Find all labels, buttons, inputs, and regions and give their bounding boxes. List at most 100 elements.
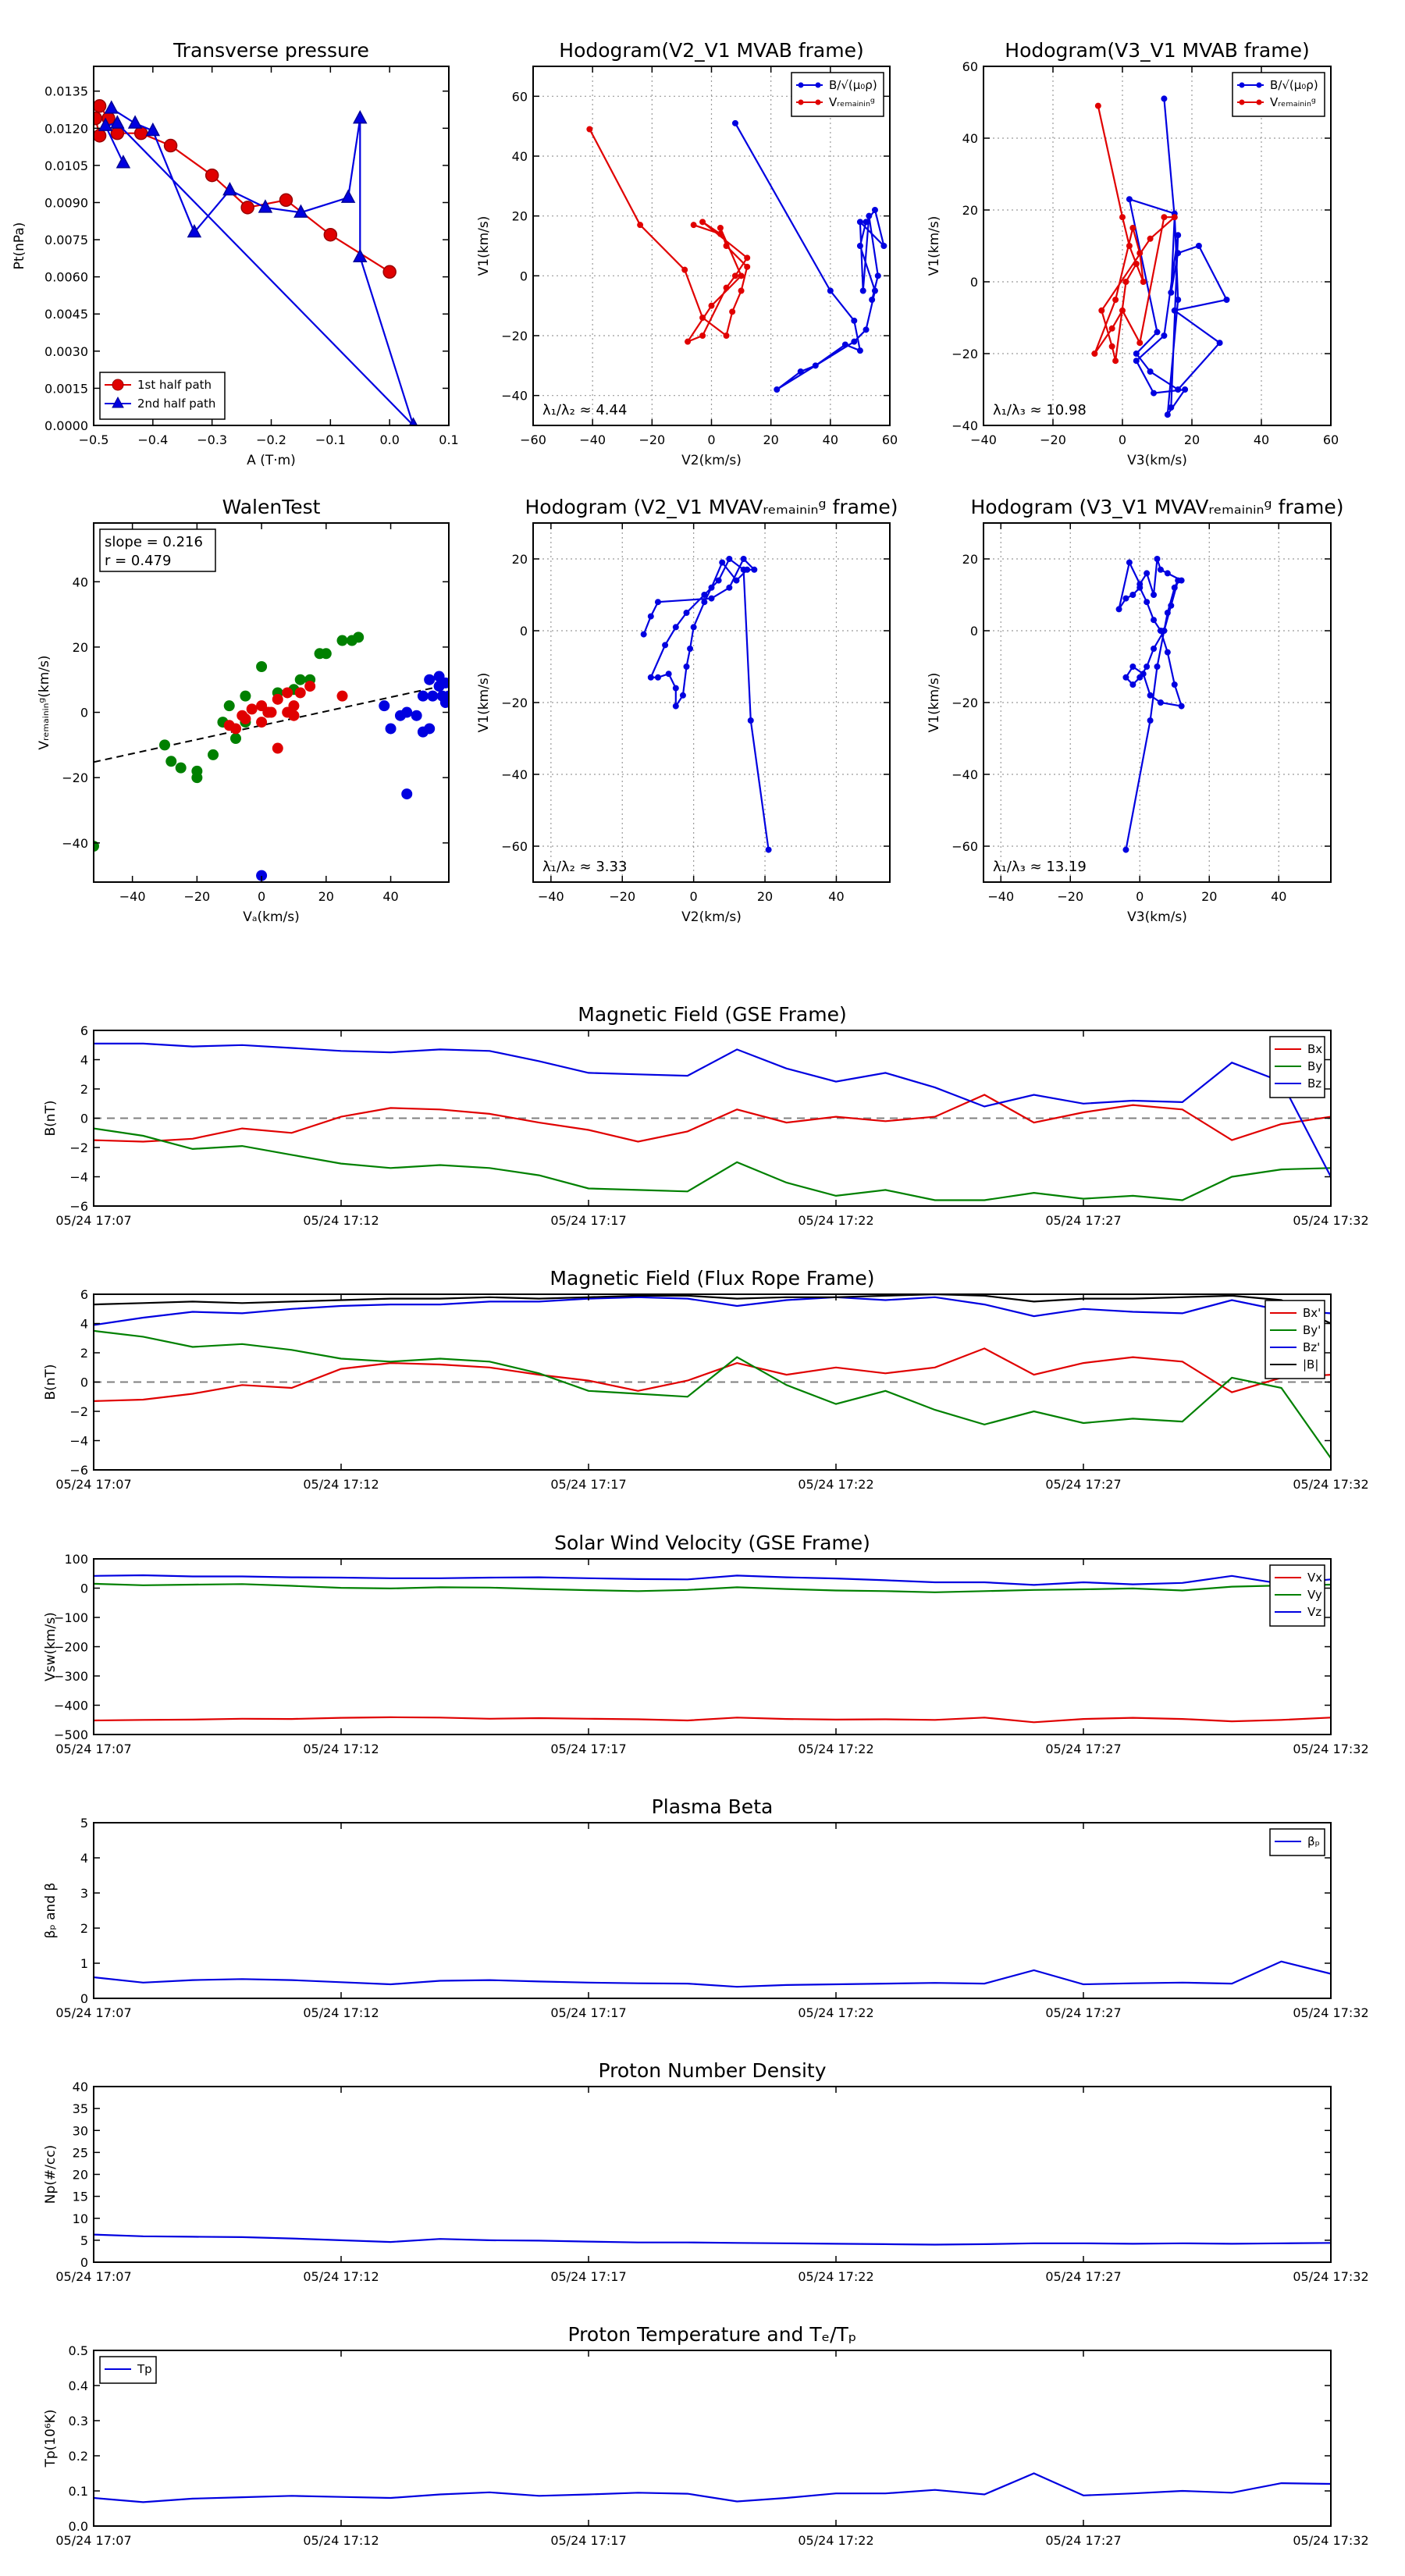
data-point — [279, 193, 293, 208]
y-tick-label: 0 — [970, 275, 978, 290]
chart-mag: 05/24 17:07 05/24 17:12 05/24 17:17 05/24 1… — [43, 1003, 1369, 1228]
data-point — [222, 182, 237, 196]
data-point — [175, 762, 187, 774]
data-point — [424, 674, 436, 685]
data-point — [715, 577, 722, 584]
data-point — [127, 115, 143, 129]
data-point — [1119, 214, 1126, 221]
plot-area — [94, 1574, 1331, 1724]
x-tick-label: −40 — [579, 432, 606, 447]
series-line-red — [94, 1347, 1331, 1402]
data-point — [751, 566, 758, 573]
y-tick-label: 20 — [962, 552, 978, 567]
stats-line: slope = 0.216 — [105, 534, 203, 550]
x-tick-label: 05/24 17:32 — [1293, 1213, 1368, 1228]
x-tick-label: 40 — [382, 889, 398, 904]
data-point — [288, 710, 300, 721]
y-tick-label: 4 — [80, 1053, 88, 1068]
y-tick-label: −100 — [54, 1610, 88, 1625]
chart-title: Hodogram(V2_V1 MVAB frame) — [559, 39, 863, 62]
data-point — [1178, 577, 1185, 584]
data-point — [282, 687, 293, 699]
legend: βₚ — [1269, 1828, 1325, 1856]
y-tick-label: 0 — [80, 1582, 88, 1596]
legend-marker — [815, 82, 821, 88]
data-point — [687, 646, 694, 652]
plot-area — [640, 556, 772, 853]
x-tick-label: −0.1 — [315, 432, 346, 447]
chart-title: Transverse pressure — [173, 39, 369, 62]
ratio-annotation: λ₁/λ₃ ≈ 10.98 — [993, 402, 1087, 418]
data-point — [701, 599, 708, 606]
y-tick-label: 20 — [73, 640, 88, 655]
y-tick-label: 20 — [73, 2168, 88, 2183]
data-point — [336, 690, 348, 702]
y-tick-label: −60 — [501, 839, 528, 854]
data-point — [294, 687, 306, 699]
x-tick-label: 05/24 17:07 — [55, 1213, 131, 1228]
x-tick-label: −40 — [119, 889, 146, 904]
data-point — [729, 308, 736, 315]
x-tick-label: 05/24 17:07 — [55, 2005, 131, 2020]
data-point — [1175, 250, 1182, 257]
legend-box — [791, 72, 884, 117]
y-tick-label: 0.0105 — [44, 158, 88, 173]
x-tick-label: 05/24 17:22 — [798, 2005, 873, 2020]
data-point — [401, 788, 413, 800]
series-line-red — [94, 1094, 1331, 1143]
data-point — [353, 110, 368, 124]
data-point — [774, 386, 781, 393]
x-tick-label: 0 — [690, 889, 698, 904]
chart-title: Plasma Beta — [652, 1795, 774, 1818]
data-point — [871, 207, 878, 213]
data-point — [863, 326, 870, 333]
data-point — [1157, 566, 1164, 573]
x-axis-label: V2(km/s) — [681, 909, 742, 925]
y-tick-label: 0.1 — [69, 2484, 88, 2499]
data-point — [408, 417, 418, 425]
legend-box — [1232, 72, 1325, 117]
y-tick-label: 0.0030 — [44, 344, 88, 359]
y-tick-label: 0.0015 — [44, 381, 88, 396]
data-point — [1154, 329, 1161, 336]
data-point — [699, 315, 706, 321]
y-tick-label: −4 — [69, 1170, 88, 1185]
y-tick-label: −20 — [501, 329, 528, 343]
x-tick-label: 20 — [757, 889, 773, 904]
y-axis-label: V1(km/s) — [476, 673, 492, 733]
data-point — [1147, 368, 1154, 375]
data-point — [683, 610, 690, 616]
y-tick-label: 40 — [962, 131, 978, 146]
y-tick-label: 0.0045 — [44, 307, 88, 322]
data-point — [385, 723, 397, 735]
axes-frame — [93, 1822, 1332, 1999]
data-point — [681, 266, 688, 273]
data-point — [1157, 699, 1164, 706]
y-tick-label: −6 — [69, 1199, 88, 1214]
data-point — [738, 272, 745, 279]
data-point — [672, 703, 679, 710]
data-point — [827, 287, 834, 294]
legend-label: Vy — [1307, 1588, 1322, 1602]
data-point — [1108, 325, 1115, 332]
series-line-blue — [94, 2472, 1331, 2503]
data-point — [1126, 196, 1133, 203]
data-point — [1133, 261, 1140, 267]
legend-marker — [1239, 99, 1245, 105]
data-point — [869, 297, 876, 303]
legend-marker — [1256, 82, 1262, 88]
y-tick-label: 20 — [512, 209, 528, 224]
y-tick-label: 40 — [512, 149, 528, 164]
series-line-blue — [94, 1574, 1331, 1586]
data-point — [1164, 649, 1171, 656]
chart-title: Hodogram(V3_V1 MVAB frame) — [1005, 39, 1309, 62]
chart-pt: −0.5 −0.4 −0.3 −0.2 −0.1 0.0 0.1 0.0000 0.0015 0.… — [12, 39, 459, 468]
x-tick-label: 40 — [1254, 432, 1269, 447]
x-tick-label: 05/24 17:12 — [303, 2269, 379, 2284]
x-tick-label: −60 — [520, 432, 546, 447]
y-tick-label: 3 — [80, 1886, 88, 1901]
x-axis-label: A (T·m) — [247, 453, 296, 468]
x-tick-label: 05/24 17:32 — [1293, 1742, 1368, 1756]
x-tick-label: 0 — [1136, 889, 1144, 904]
chart-magfr: 05/24 17:07 05/24 17:12 05/24 17:17 05/24 1… — [43, 1267, 1369, 1492]
